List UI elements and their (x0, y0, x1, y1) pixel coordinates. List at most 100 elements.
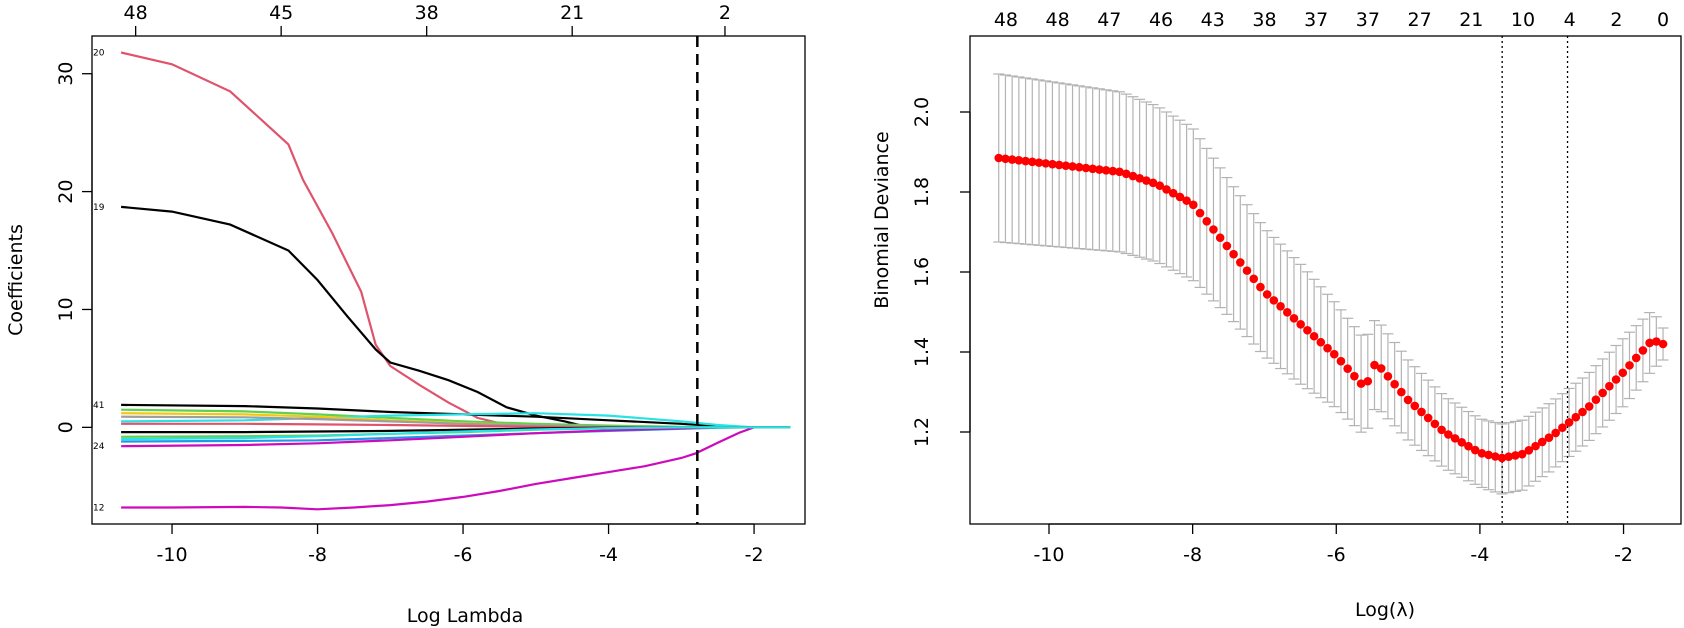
top-tick-label: 46 (1149, 9, 1173, 31)
path-label-19: 19 (93, 203, 105, 213)
x-tick-label: -2 (1614, 544, 1633, 566)
deviance-point (1108, 166, 1118, 176)
deviance-point (1289, 314, 1299, 323)
x-axis-ticks: -10 -8 -6 -4 -2 (157, 523, 764, 566)
deviance-point (1128, 171, 1138, 181)
deviance-point (1403, 395, 1413, 405)
deviance-point (1631, 353, 1641, 363)
deviance-point (1276, 302, 1285, 311)
deviance-point (1658, 339, 1668, 349)
deviance-point (1088, 164, 1097, 174)
deviance-point (1256, 282, 1265, 292)
top-tick-label: 43 (1201, 9, 1225, 31)
y-axis-ticks: 1.2 1.4 1.6 1.8 2.0 (911, 97, 971, 447)
deviance-point (1309, 331, 1319, 341)
deviance-point (1316, 337, 1326, 347)
x-axis-ticks: -10 -8 -6 -4 -2 (1033, 523, 1633, 566)
deviance-point (994, 153, 1004, 163)
top-tick-label: 21 (560, 2, 584, 24)
top-tick-label: 27 (1407, 9, 1431, 31)
y-axis-title: Binomial Deviance (871, 131, 893, 308)
deviance-point (1282, 308, 1292, 317)
deviance-point (1336, 356, 1346, 366)
deviance-point (1034, 158, 1044, 167)
deviance-point (1195, 208, 1205, 218)
deviance-point (1001, 154, 1010, 164)
path-label-20: 20 (93, 49, 105, 59)
deviance-point (1564, 418, 1574, 427)
x-axis-title: Log(λ) (1355, 599, 1415, 621)
x-tick-label: -8 (1183, 544, 1202, 566)
deviance-point (1095, 165, 1104, 174)
deviance-point (1189, 200, 1198, 210)
top-tick-label: 48 (994, 9, 1018, 31)
deviance-point (1041, 159, 1050, 168)
y-tick-label: 1.8 (911, 177, 933, 207)
deviance-point (1262, 290, 1272, 299)
coefficient-path-19 (120, 205, 755, 429)
deviance-point (1162, 185, 1171, 194)
deviance-point (1229, 249, 1238, 259)
deviance-point (1142, 176, 1151, 185)
top-tick-label: 21 (1459, 9, 1483, 31)
deviance-point (1484, 450, 1493, 460)
x-tick-label: -8 (308, 544, 327, 566)
y-tick-label: 30 (55, 62, 77, 86)
deviance-point (1054, 160, 1064, 170)
deviance-point (1370, 360, 1379, 370)
deviance-point (1477, 448, 1487, 458)
deviance-point (1417, 407, 1426, 417)
deviance-point (1155, 181, 1165, 190)
deviance-point (1591, 395, 1601, 404)
deviance-point (1101, 166, 1111, 175)
x-tick-label: -4 (599, 544, 618, 566)
deviance-point (1558, 423, 1567, 432)
x-tick-label: -10 (157, 544, 188, 566)
deviance-point (1605, 381, 1614, 391)
deviance-point (1578, 407, 1587, 417)
deviance-point (1457, 437, 1467, 447)
deviance-point (1068, 162, 1077, 171)
x-tick-label: -4 (1470, 544, 1489, 566)
deviance-point (1343, 364, 1352, 373)
top-tick-label: 37 (1304, 9, 1328, 31)
top-tick-label: 0 (1657, 9, 1669, 31)
deviance-point (1007, 155, 1017, 164)
deviance-point (1209, 225, 1218, 234)
deviance-point (1584, 402, 1594, 411)
deviance-point (1235, 258, 1245, 267)
deviance-point (1497, 453, 1507, 463)
y-tick-label: 10 (55, 297, 77, 321)
deviance-point (1390, 379, 1399, 389)
deviance-point (1652, 337, 1661, 346)
deviance-point (1625, 361, 1634, 370)
deviance-point (1551, 428, 1560, 438)
x-tick-label: -2 (745, 544, 764, 566)
y-tick-label: 2.0 (911, 97, 933, 127)
deviance-point (1517, 449, 1527, 459)
deviance-point (1638, 346, 1648, 355)
y-axis-ticks: 0 10 20 30 (55, 62, 93, 433)
deviance-point (1323, 343, 1332, 353)
x-axis-title: Log Lambda (407, 605, 523, 627)
deviance-point (1303, 325, 1312, 335)
y-axis-title: Coefficients (5, 224, 27, 336)
deviance-point (1470, 445, 1480, 455)
deviance-point (1363, 376, 1373, 386)
deviance-point (1269, 296, 1279, 305)
deviance-point (1014, 156, 1024, 165)
top-tick-label: 37 (1356, 9, 1380, 31)
deviance-point (1215, 233, 1225, 243)
deviance-point (1598, 388, 1607, 398)
deviance-point (1383, 371, 1393, 381)
top-tick-label: 45 (269, 2, 293, 24)
path-labels: 20 19 12 41 24 (93, 49, 105, 514)
coefficient-path-series-13 (121, 426, 791, 441)
deviance-point (1296, 319, 1305, 329)
deviance-point (1444, 430, 1453, 439)
deviance-point (1544, 433, 1554, 443)
top-tick-label: 2 (1610, 9, 1622, 31)
top-tick-label: 4 (1564, 9, 1576, 31)
deviance-point (1356, 379, 1366, 388)
